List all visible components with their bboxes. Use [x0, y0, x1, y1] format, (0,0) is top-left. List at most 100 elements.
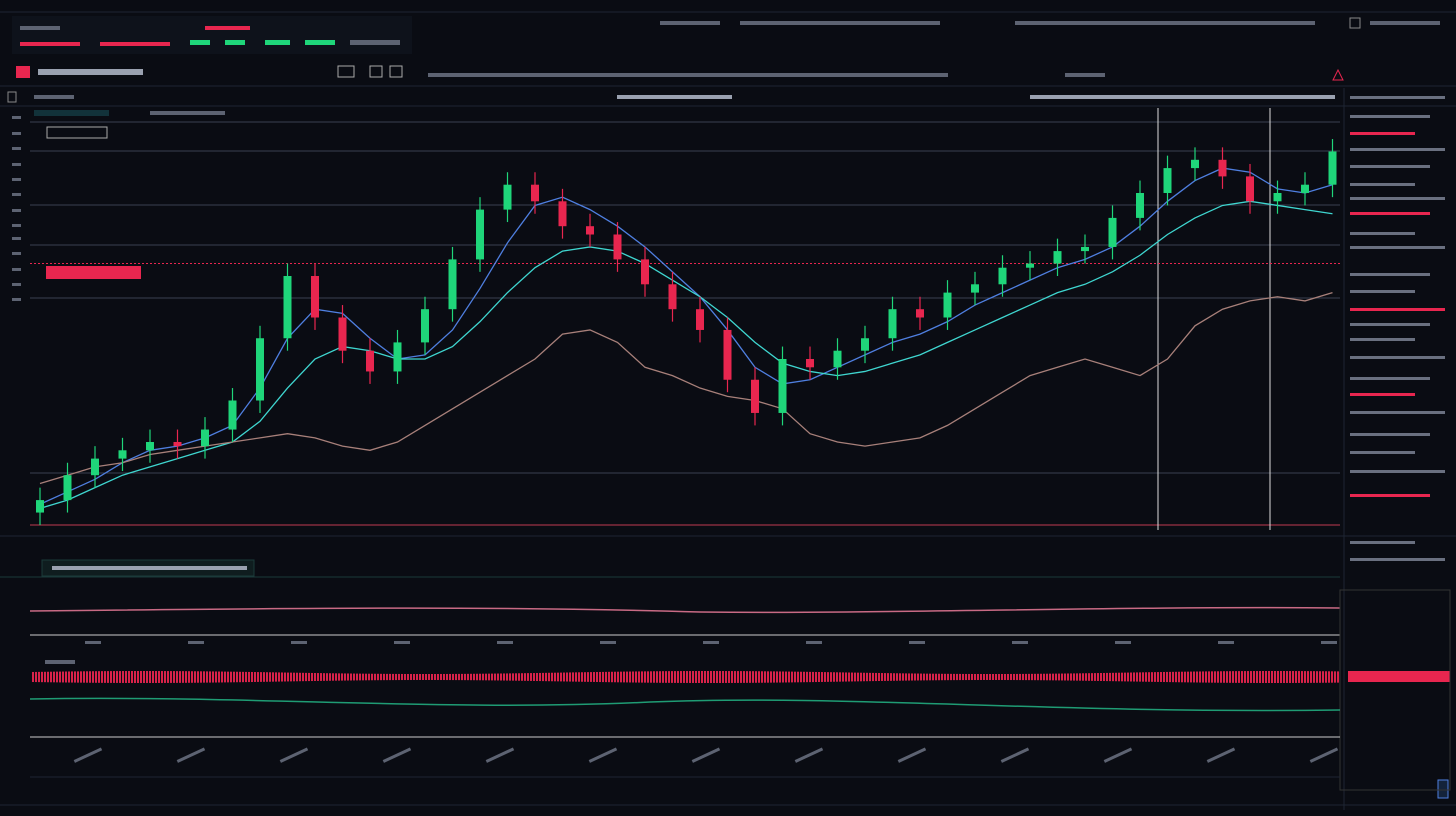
histogram-bar: [1208, 671, 1210, 683]
placeholder-text: [1350, 96, 1445, 99]
candle-body: [613, 234, 622, 260]
histogram-bar: [398, 673, 400, 681]
histogram-bar: [848, 672, 850, 682]
histogram-bar: [1121, 672, 1123, 682]
placeholder-text: [12, 224, 21, 227]
placeholder-text: [12, 268, 21, 271]
histogram-bar: [203, 671, 205, 683]
placeholder-text: [1103, 747, 1133, 763]
button[interactable]: [1437, 779, 1449, 799]
placeholder-text: [1350, 132, 1415, 135]
histogram-bar: [302, 672, 304, 682]
histogram-bar: [1184, 671, 1186, 683]
histogram-bar: [1226, 671, 1228, 683]
histogram-bar: [896, 673, 898, 681]
histogram-bar: [1238, 671, 1240, 683]
histogram-bar: [821, 672, 823, 682]
moving-average: [39, 167, 1333, 505]
placeholder-text: [1350, 197, 1445, 200]
input-box[interactable]: [46, 126, 108, 139]
histogram-bar: [824, 672, 826, 682]
histogram-bar: [854, 672, 856, 682]
moving-average: [39, 291, 1333, 485]
warning-icon[interactable]: [1332, 68, 1344, 81]
checkbox[interactable]: [7, 91, 17, 103]
histogram-bar: [1262, 671, 1264, 683]
candle-body: [448, 259, 457, 310]
tool-button[interactable]: [337, 65, 355, 78]
histogram-bar: [800, 671, 802, 683]
histogram-bar: [1322, 671, 1324, 683]
histogram-bar: [269, 672, 271, 682]
histogram-bar: [353, 673, 355, 681]
histogram-bar: [1334, 671, 1336, 683]
placeholder-text: [1350, 377, 1430, 380]
histogram-bar: [617, 671, 619, 683]
histogram-bar: [1064, 673, 1066, 681]
placeholder-text: [1350, 558, 1445, 561]
histogram-bar: [551, 672, 553, 682]
histogram-bar: [1016, 673, 1018, 681]
histogram-bar: [725, 671, 727, 683]
histogram-bar: [1307, 671, 1309, 683]
histogram-bar: [839, 672, 841, 682]
histogram-bar: [1328, 671, 1330, 683]
histogram-bar: [185, 671, 187, 683]
histogram-bar: [251, 671, 253, 683]
candle-body: [696, 309, 704, 330]
histogram-bar: [455, 673, 457, 681]
placeholder-text: [740, 21, 940, 25]
sell-button[interactable]: [1348, 671, 1450, 682]
histogram-bar: [524, 673, 526, 681]
candle-body: [1108, 217, 1117, 247]
histogram-bar: [344, 673, 346, 681]
candle-body: [1081, 246, 1089, 252]
histogram-bar: [683, 671, 685, 683]
histogram-bar: [1304, 671, 1306, 683]
placeholder-text: [150, 111, 225, 115]
tool-button[interactable]: [369, 65, 383, 78]
signal-line: [29, 697, 1341, 712]
histogram-bar: [1217, 671, 1219, 683]
placeholder-text: [794, 747, 824, 763]
histogram-bar: [287, 672, 289, 682]
histogram-bar: [446, 673, 448, 681]
histogram-bar: [1292, 671, 1294, 683]
histogram-bar: [1283, 671, 1285, 683]
histogram-bar: [614, 671, 616, 683]
placeholder-text: [1350, 148, 1445, 151]
placeholder-text: [305, 40, 335, 45]
histogram-bar: [623, 671, 625, 683]
histogram-bar: [413, 673, 415, 681]
histogram-bar: [1106, 672, 1108, 682]
histogram-bar: [1277, 671, 1279, 683]
histogram-bar: [32, 671, 34, 683]
histogram-bar: [119, 671, 121, 683]
histogram-bar: [1037, 673, 1039, 681]
histogram-bar: [785, 671, 787, 683]
histogram-bar: [779, 671, 781, 683]
placeholder-text: [291, 641, 307, 644]
histogram-bar: [1316, 671, 1318, 683]
placeholder-text: [1350, 433, 1430, 436]
histogram-bar: [350, 673, 352, 681]
histogram-bar: [245, 671, 247, 683]
histogram-bar: [380, 673, 382, 681]
placeholder-text: [1350, 246, 1445, 249]
order-book: [1350, 96, 1445, 561]
histogram-bar: [158, 671, 160, 683]
histogram-bar: [197, 671, 199, 683]
candle-body: [1026, 263, 1034, 268]
histogram-bar: [827, 672, 829, 682]
placeholder-text: [1350, 541, 1415, 544]
histogram-bar: [1094, 673, 1096, 681]
histogram-bar: [923, 673, 925, 681]
button[interactable]: [1349, 17, 1361, 29]
candle-body: [723, 329, 732, 380]
histogram-bar: [329, 673, 331, 681]
histogram-bar: [320, 673, 322, 681]
histogram-bar: [644, 671, 646, 683]
histogram-bar: [869, 672, 871, 682]
histogram-bar: [947, 673, 949, 681]
tool-button[interactable]: [389, 65, 403, 78]
